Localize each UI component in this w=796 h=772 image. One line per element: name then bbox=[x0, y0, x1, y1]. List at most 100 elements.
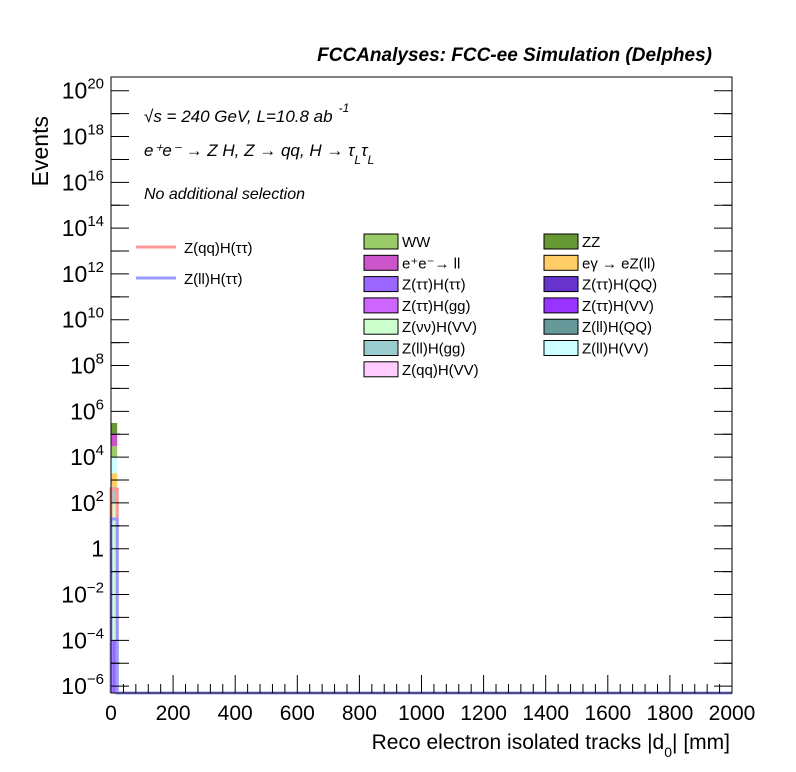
annotation-energy-exponent: -1 bbox=[339, 101, 350, 115]
y-tick-label-base-12: 10 bbox=[61, 627, 87, 653]
x-axis-label-suffix: | [mm] bbox=[672, 731, 730, 754]
legend-swatch-9 bbox=[543, 318, 579, 335]
y-tick-label-base-6: 10 bbox=[70, 353, 96, 379]
x-tick-label-4: 800 bbox=[342, 702, 377, 725]
legend-label-4: Z(ττ)H(ττ) bbox=[402, 277, 466, 294]
y-tick-label-exponent-3: 14 bbox=[87, 213, 104, 230]
stack-bar-2 bbox=[111, 486, 118, 503]
y-tick-label-10: 1 bbox=[91, 536, 104, 562]
y-tick-label-exponent-6: 8 bbox=[96, 351, 104, 368]
y-tick-label-base-10: 1 bbox=[91, 536, 104, 562]
y-tick-label-exponent-13: −6 bbox=[87, 671, 104, 688]
legend-label-0: WW bbox=[402, 234, 431, 251]
signal-line-0 bbox=[109, 487, 732, 695]
y-tick-label-base-13: 10 bbox=[61, 673, 87, 699]
y-tick-label-2: 1016 bbox=[62, 167, 104, 195]
y-tick-label-base-4: 10 bbox=[62, 261, 88, 287]
legend-swatch-12 bbox=[363, 361, 399, 378]
y-tick-label-1: 1018 bbox=[62, 122, 104, 150]
stack-bar-7 bbox=[111, 422, 118, 434]
annotation-energy: √s = 240 GeV, L=10.8 ab -1 bbox=[144, 101, 349, 126]
axes: 0 200 400 600 800 1000 1200 1400 1600 1800 2000102… bbox=[61, 76, 755, 725]
y-tick-label-8: 104 bbox=[70, 442, 104, 470]
y-tick-label-exponent-12: −4 bbox=[87, 625, 104, 642]
annotation-process-text: e⁺e⁻ → Z H, Z → qq, H → τ bbox=[144, 141, 356, 160]
y-tick-label-9: 102 bbox=[70, 488, 104, 516]
legend-swatch-7 bbox=[543, 297, 579, 314]
y-tick-label-13: 10−6 bbox=[61, 671, 104, 699]
legend-signal-label-1: Z(ll)H(ττ) bbox=[184, 271, 243, 288]
y-tick-label-base-2: 10 bbox=[62, 169, 88, 195]
x-tick-label-6: 1200 bbox=[460, 702, 507, 725]
y-tick-label-12: 10−4 bbox=[61, 625, 104, 653]
legend-signal-label-0: Z(qq)H(ττ) bbox=[184, 240, 253, 257]
x-tick-label-10: 2000 bbox=[709, 702, 756, 725]
x-tick-label-9: 1800 bbox=[647, 702, 694, 725]
x-axis-label: Reco electron isolated tracks |d0| [mm] bbox=[372, 731, 730, 760]
legend-label-12: Z(qq)H(VV) bbox=[402, 362, 479, 379]
signal-line-1 bbox=[109, 517, 732, 695]
y-axis-label: Events bbox=[27, 116, 53, 186]
chart-title: FCCAnalyses: FCC-ee Simulation (Delphes) bbox=[317, 45, 712, 66]
x-tick-label-3: 600 bbox=[280, 702, 315, 725]
y-tick-label-base-5: 10 bbox=[62, 307, 88, 333]
annotation-energy-text: √s = 240 GeV, L=10.8 ab bbox=[144, 107, 333, 126]
y-tick-label-base-3: 10 bbox=[62, 215, 88, 241]
x-tick-label-1: 200 bbox=[156, 702, 191, 725]
y-tick-label-exponent-5: 10 bbox=[87, 305, 104, 322]
y-tick-label-exponent-0: 20 bbox=[87, 76, 104, 93]
legend-label-3: eγ → eZ(ll) bbox=[582, 255, 655, 272]
legend-label-5: Z(ττ)H(QQ) bbox=[582, 277, 657, 294]
stack-bar-4 bbox=[111, 457, 118, 474]
legend-label-6: Z(ττ)H(gg) bbox=[402, 298, 471, 315]
legend-swatch-11 bbox=[543, 340, 579, 356]
x-tick-label-2: 400 bbox=[218, 702, 253, 725]
signal-histograms bbox=[109, 487, 732, 695]
x-tick-label-5: 1000 bbox=[398, 702, 445, 725]
y-tick-label-base-7: 10 bbox=[70, 398, 96, 424]
legend: Z(qq)H(ττ) Z(ll)H(ττ) WW ZZ e⁺e⁻→ ll eγ → eZ(… bbox=[136, 233, 657, 379]
y-tick-label-11: 10−2 bbox=[61, 580, 104, 608]
y-tick-label-base-8: 10 bbox=[70, 444, 96, 470]
y-tick-label-exponent-9: 2 bbox=[96, 488, 104, 505]
legend-swatch-6 bbox=[363, 297, 399, 314]
legend-label-9: Z(ll)H(QQ) bbox=[582, 319, 652, 336]
legend-swatch-5 bbox=[543, 276, 579, 293]
y-tick-label-5: 1010 bbox=[62, 305, 104, 333]
y-tick-label-base-1: 10 bbox=[62, 124, 88, 150]
y-tick-label-0: 1020 bbox=[62, 76, 104, 104]
stack-bar-5 bbox=[111, 446, 118, 458]
y-tick-label-3: 1014 bbox=[62, 213, 104, 241]
y-tick-label-exponent-1: 18 bbox=[87, 122, 104, 139]
legend-label-11: Z(ll)H(VV) bbox=[582, 341, 649, 358]
y-tick-label-base-0: 10 bbox=[62, 78, 88, 104]
legend-label-8: Z(νν)H(VV) bbox=[402, 319, 477, 336]
plot-frame bbox=[110, 76, 733, 694]
y-tick-label-exponent-11: −2 bbox=[87, 580, 104, 597]
legend-label-1: ZZ bbox=[582, 234, 600, 251]
y-tick-label-7: 106 bbox=[70, 396, 104, 424]
legend-swatch-4 bbox=[363, 276, 399, 293]
legend-swatch-8 bbox=[363, 318, 399, 335]
y-tick-label-exponent-4: 12 bbox=[87, 259, 104, 276]
y-tick-label-base-9: 10 bbox=[70, 490, 96, 516]
legend-swatch-3 bbox=[543, 254, 579, 271]
y-tick-label-6: 108 bbox=[70, 351, 104, 379]
x-tick-label-7: 1400 bbox=[522, 702, 569, 725]
y-tick-label-exponent-7: 6 bbox=[96, 396, 104, 413]
annotation-process-subscript-2: L bbox=[367, 153, 374, 167]
annotation-process: e⁺e⁻ → Z H, Z → qq, H → τLτL bbox=[144, 141, 374, 167]
x-axis-label-subscript: 0 bbox=[664, 744, 672, 760]
annotation-process-tau-2: τ bbox=[361, 141, 369, 160]
legend-swatch-1 bbox=[543, 233, 579, 250]
legend-label-7: Z(ττ)H(VV) bbox=[582, 298, 654, 315]
legend-swatch-10 bbox=[363, 340, 399, 356]
annotation-selection: No additional selection bbox=[144, 186, 305, 203]
legend-label-10: Z(ll)H(gg) bbox=[402, 341, 465, 358]
legend-swatch-2 bbox=[363, 254, 399, 271]
legend-swatch-0 bbox=[363, 233, 399, 250]
x-axis-label-main: Reco electron isolated tracks |d bbox=[372, 731, 665, 754]
y-tick-label-exponent-8: 4 bbox=[96, 442, 104, 459]
x-tick-label-0: 0 bbox=[105, 702, 117, 725]
